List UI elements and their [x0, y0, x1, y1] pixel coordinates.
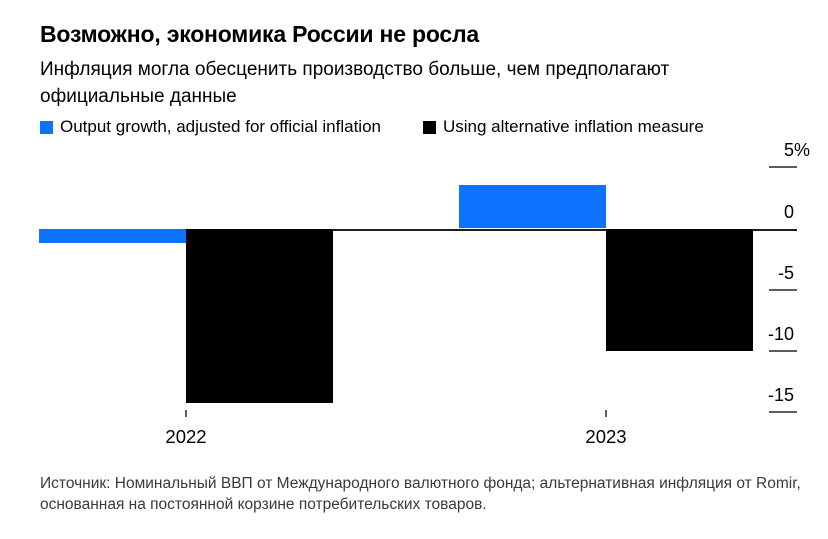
source-note: Источник: Номинальный ВВП от Международн…: [40, 475, 801, 513]
y-axis-label: -15: [767, 384, 794, 405]
percent-suffix: %: [794, 140, 811, 161]
x-axis-tick: [185, 410, 187, 417]
y-axis-label: 5%: [783, 140, 811, 161]
bar-2022-official: [39, 228, 186, 244]
chart-legend: Output growth, adjusted for official inf…: [40, 117, 704, 137]
y-axis-tick: [769, 288, 797, 291]
x-axis-zero-line: [39, 228, 797, 231]
bar-2022-alternative: [186, 228, 333, 404]
legend-item-alternative: Using alternative inflation measure: [422, 117, 704, 137]
y-axis-label: 0: [783, 201, 794, 222]
legend-item-official: Output growth, adjusted for official inf…: [40, 117, 381, 137]
y-axis-tick: [769, 410, 797, 413]
bar-2023-official: [459, 184, 606, 229]
legend-swatch-black: [422, 120, 436, 134]
page-title: Возможно, экономика России не росла: [40, 21, 479, 47]
y-axis-tick: [769, 166, 797, 169]
legend-label-alternative: Using alternative inflation measure: [442, 117, 704, 136]
x-axis-tick: [605, 410, 607, 417]
x-axis-label-2022: 2022: [165, 426, 207, 447]
legend-label-official: Output growth, adjusted for official inf…: [60, 117, 381, 136]
bar-2023-alternative: [606, 228, 753, 351]
chart-subtitle: Инфляция могла обесценить производство б…: [40, 59, 670, 107]
x-axis-label-2023: 2023: [585, 426, 627, 447]
legend-swatch-blue: [40, 120, 53, 134]
y-axis-label: -10: [767, 323, 794, 344]
y-axis-label: -5: [777, 262, 794, 283]
y-axis-tick: [769, 349, 797, 352]
